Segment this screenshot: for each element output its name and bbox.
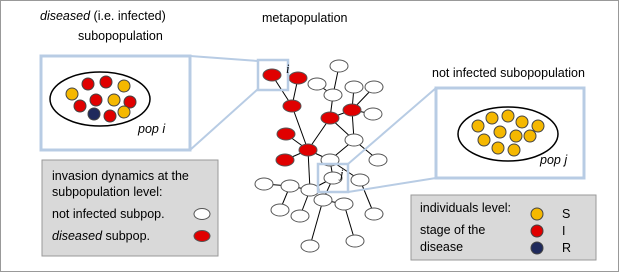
network-node (364, 108, 382, 120)
individual (66, 88, 78, 100)
pop-label: pop i (137, 122, 166, 136)
individual (486, 112, 498, 124)
individual (472, 120, 484, 132)
network-node (330, 60, 348, 72)
network-node (276, 154, 294, 166)
legend-rest: subpop. (106, 229, 150, 243)
individual (100, 76, 112, 88)
network-node (369, 154, 387, 166)
legend-subheading: stage of the (420, 223, 485, 237)
node-label: i (286, 62, 290, 76)
legend-symbol (531, 225, 543, 237)
individual (492, 142, 504, 154)
legend-symbol (531, 242, 543, 254)
network-node (346, 235, 364, 247)
legend-symbol (194, 231, 210, 242)
zoom-title: not infected subopopulation (432, 66, 585, 80)
title-rest: (i.e. infected) (94, 9, 166, 23)
individual (90, 94, 102, 106)
legend-subheading: disease (420, 240, 463, 254)
network-node (299, 144, 317, 156)
individual (516, 116, 528, 128)
network-node (291, 210, 309, 222)
network-node (271, 204, 289, 216)
individual (478, 134, 490, 146)
network-node (351, 174, 369, 186)
legend-item: diseased subpop. (52, 229, 150, 243)
network-node (314, 194, 332, 206)
network-node (345, 81, 363, 93)
network-node (345, 134, 363, 146)
state-label: I (562, 224, 565, 238)
network-node (343, 104, 361, 116)
individual (532, 120, 544, 132)
individual (118, 80, 130, 92)
individual (104, 110, 116, 122)
legend-heading: subpopulation level: (52, 185, 163, 199)
title: diseased (i.e. infected) (40, 9, 166, 23)
network-node (324, 89, 342, 101)
individual (88, 108, 100, 120)
individual (508, 144, 520, 156)
individual (108, 94, 120, 106)
network-node (308, 78, 326, 90)
state-label: R (562, 241, 571, 255)
title-line2: subopopulation (78, 29, 163, 43)
legend-symbol (531, 208, 543, 220)
network-node (365, 81, 383, 93)
individual (118, 106, 130, 118)
title-italic: diseased (40, 9, 91, 23)
network-node (277, 128, 295, 140)
individual (524, 130, 536, 142)
network-node (289, 72, 307, 84)
legend-italic: diseased (52, 229, 103, 243)
legend-item: not infected subpop. (52, 207, 165, 221)
legend-symbol (194, 209, 210, 220)
individual (494, 126, 506, 138)
diagram: diseased (i.e. infected) subopopulation … (0, 0, 619, 272)
network-node (301, 184, 319, 196)
network-node (281, 180, 299, 192)
network-node (335, 198, 353, 210)
network-title: metapopulation (262, 11, 348, 25)
individual (510, 130, 522, 142)
pop-label: pop j (539, 153, 568, 167)
network-node (263, 69, 281, 81)
legend-heading: individuals level: (420, 201, 511, 215)
network-node (255, 178, 273, 190)
network-node (301, 240, 319, 252)
state-label: S (562, 207, 570, 221)
individual (82, 78, 94, 90)
network-node (365, 208, 383, 220)
individual (74, 100, 86, 112)
legend-heading: invasion dynamics at the (52, 169, 189, 183)
network-node (321, 112, 339, 124)
network-node (283, 100, 301, 112)
individual (502, 110, 514, 122)
